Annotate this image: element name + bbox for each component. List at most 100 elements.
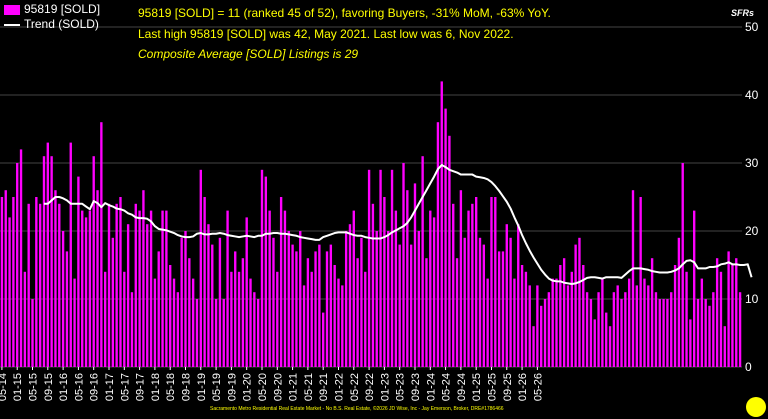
bar	[276, 271, 279, 367]
bar	[123, 271, 126, 367]
bar	[432, 217, 436, 367]
x-tick-label: 05-15	[28, 373, 40, 401]
x-tick-label: 05-14	[0, 373, 9, 401]
legend-item-bars: 95819 [SOLD]	[4, 2, 100, 17]
bar	[61, 231, 65, 367]
bar	[77, 176, 80, 367]
footer-credit: Sacramento Metro Residential Real Estate…	[210, 406, 504, 412]
bar	[413, 183, 417, 367]
bar	[390, 169, 394, 367]
bar	[471, 203, 474, 367]
bar	[73, 278, 76, 367]
bar	[16, 163, 19, 367]
x-axis: 05-14 01-15 05-15 09-15 01-16 05-16 09-16 01-17…	[0, 367, 544, 401]
bar	[344, 231, 348, 367]
bar	[547, 292, 551, 367]
bar	[176, 292, 180, 367]
bar	[325, 251, 329, 367]
headline-summary: 95819 [SOLD] = 11 (ranked 45 of 52), fav…	[138, 6, 551, 20]
bar	[69, 142, 72, 367]
bar	[440, 81, 443, 368]
bar	[387, 231, 390, 367]
bar	[180, 237, 183, 367]
bar	[88, 210, 92, 367]
bar	[364, 271, 367, 367]
y-axis-unit: SFRs	[730, 8, 754, 18]
y-tick-label: 30	[745, 156, 759, 170]
bar	[421, 156, 424, 367]
bar-series	[0, 81, 742, 368]
x-tick-label: 09-20	[272, 373, 284, 401]
bar	[452, 203, 455, 367]
bar	[153, 278, 157, 367]
bar	[65, 251, 69, 367]
bar	[84, 217, 88, 367]
bar	[505, 224, 508, 367]
y-tick-label: 40	[745, 88, 759, 102]
bar	[161, 210, 164, 367]
bar	[375, 231, 378, 367]
x-tick-label: 09-24	[456, 373, 468, 401]
bar	[333, 265, 336, 367]
bar	[337, 278, 340, 367]
bar	[146, 224, 149, 367]
bar	[241, 258, 245, 367]
legend-label-bars: 95819 [SOLD]	[24, 2, 101, 16]
bar	[593, 319, 596, 367]
bar	[494, 197, 497, 367]
bar	[50, 156, 53, 367]
bar	[379, 169, 382, 367]
bar	[482, 244, 486, 367]
bar	[299, 231, 302, 367]
bar	[501, 251, 505, 367]
bar	[126, 224, 130, 367]
x-tick-label: 01-21	[288, 373, 300, 401]
bar	[249, 278, 252, 367]
legend-swatch-line	[4, 23, 20, 26]
bar	[8, 217, 11, 367]
bar	[708, 305, 711, 367]
headline-composite: Composite Average [SOLD] Listings is 29	[138, 47, 359, 61]
legend-label-trend: Trend (SOLD)	[24, 17, 99, 31]
bar	[295, 251, 298, 367]
bar	[509, 237, 512, 367]
bar	[578, 237, 581, 367]
bar	[367, 169, 371, 367]
bar	[459, 190, 463, 367]
bar	[650, 258, 654, 367]
x-tick-label: 01-18	[150, 373, 162, 401]
bar	[92, 156, 95, 367]
bar	[677, 237, 681, 367]
bar	[226, 210, 229, 367]
bar	[635, 285, 639, 367]
bar	[520, 265, 524, 367]
bar	[352, 210, 355, 367]
bar	[318, 244, 321, 367]
bar	[58, 203, 61, 367]
bar	[624, 292, 627, 367]
x-tick-label: 09-18	[181, 373, 193, 401]
bar	[670, 292, 673, 367]
bar	[601, 278, 604, 367]
x-tick-label: 09-22	[364, 373, 376, 401]
bar	[42, 156, 46, 367]
bar	[478, 237, 482, 367]
x-tick-label: 09-25	[502, 373, 514, 401]
y-tick-label: 10	[745, 292, 759, 306]
bar	[203, 197, 206, 367]
bar	[574, 244, 577, 367]
bar	[260, 169, 264, 367]
bar	[513, 278, 516, 367]
x-tick-label: 09-17	[135, 373, 147, 401]
bar	[425, 258, 428, 367]
bar	[19, 149, 23, 367]
bar	[589, 299, 593, 367]
bar	[38, 203, 42, 367]
bar	[616, 285, 619, 367]
bar	[314, 251, 317, 367]
bar	[528, 285, 531, 367]
bar	[329, 244, 333, 367]
trend-line	[43, 164, 753, 286]
bar	[490, 197, 493, 367]
bar	[341, 285, 344, 367]
